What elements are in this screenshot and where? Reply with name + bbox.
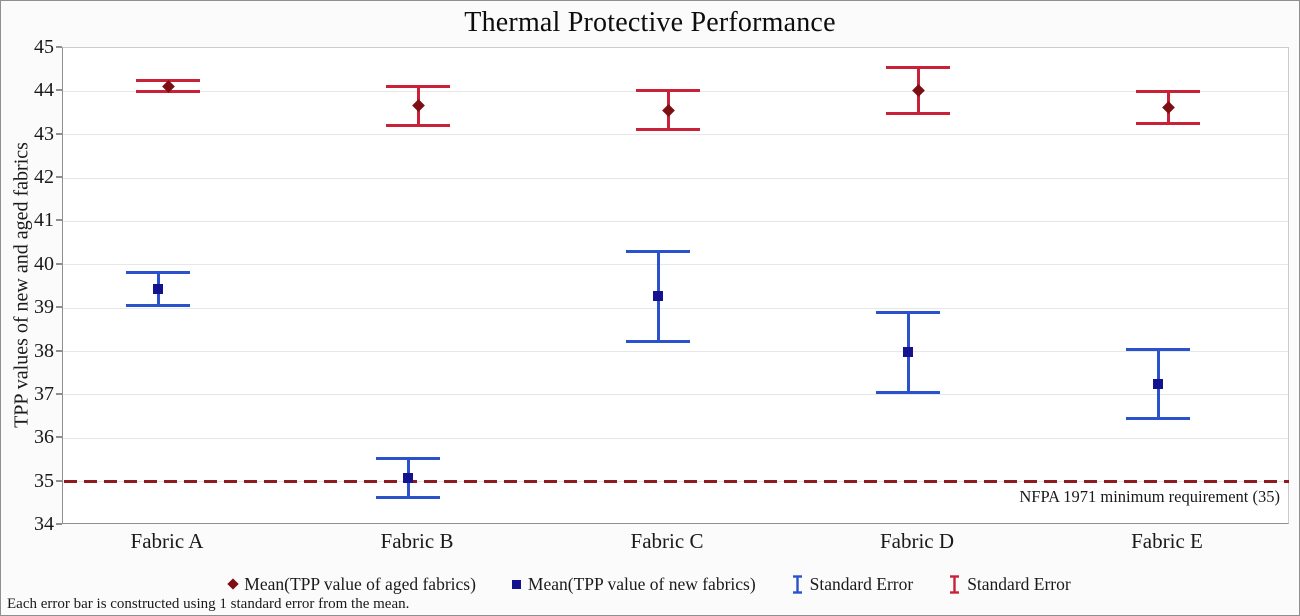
gridline [63,134,1288,136]
error-bar-cap-new [1126,348,1190,352]
chart-title: Thermal Protective Performance [464,7,836,38]
marker-square-new [653,291,663,302]
y-tick-label: 45 [34,36,54,58]
legend-item: Standard Error [949,574,1071,595]
legend-label: Standard Error [809,573,914,594]
y-axis-tick [56,176,62,179]
y-tick-label: 34 [34,513,54,535]
y-tick-label: 35 [34,469,54,492]
y-tick-label: 39 [34,296,54,319]
error-bar-cap-new [1126,416,1190,420]
error-bar-cap-aged [1136,121,1200,125]
y-tick-label: 42 [34,166,54,189]
legend-label: Standard Error [967,573,1071,594]
y-tick-label: 41 [34,209,54,232]
marker-diamond-aged [1161,101,1175,114]
error-bar-cap-new [626,339,690,343]
y-tick-label: 43 [34,122,54,145]
gridline [63,220,1288,222]
plot-area: NFPA 1971 minimum requirement (35) [62,47,1289,524]
legend-item: Mean(TPP value of new fabrics) [511,573,756,595]
marker-diamond-aged [911,83,925,97]
gridline [63,394,1288,396]
gridline [63,437,1288,439]
error-bar-cap-aged [386,84,450,88]
marker-square-new [153,283,163,294]
y-axis-tick [56,262,62,265]
legend-diamond-icon [227,578,239,590]
legend-square-icon [511,579,521,589]
legend-errorbar-icon [792,574,802,594]
error-bar-cap-aged [636,128,700,132]
y-axis-tick [56,436,62,439]
x-category-label: Fabric C [630,529,704,553]
reference-line [64,480,1289,484]
error-bar-cap-new [876,311,940,315]
error-bar-cap-aged [386,123,450,127]
gridline [63,351,1288,353]
y-axis-tick [56,219,62,222]
marker-diamond-aged [411,99,425,113]
legend: Mean(TPP value of aged fabrics) Mean(TPP … [1,571,1299,597]
x-category-label: Fabric E [1131,529,1203,553]
x-category-label: Fabric A [130,529,204,553]
error-bar-cap-new [126,270,190,274]
legend-errorbar-icon [950,574,960,594]
legend-item: Mean(TPP value of aged fabrics) [227,573,476,595]
marker-square-new [903,347,913,358]
error-bar-cap-aged [1136,90,1200,94]
x-category-label: Fabric B [380,529,454,553]
y-axis-tick [56,132,62,135]
legend-item: Standard Error [792,573,914,595]
gridline [63,264,1288,266]
error-bar-cap-aged [636,88,700,92]
error-bar-cap-new [876,390,940,394]
y-axis-tick [56,349,62,352]
marker-square-new [403,473,413,484]
legend-label: Mean(TPP value of new fabrics) [527,573,756,594]
y-tick-label: 38 [34,339,54,362]
y-axis-tick [56,479,62,482]
error-bar-cap-new [626,250,690,254]
error-bar-cap-new [376,496,440,500]
legend-label: Mean(TPP value of aged fabrics) [244,573,476,594]
error-bar-cap-new [126,303,190,307]
y-tick-label: 37 [34,382,54,405]
reference-line-label: NFPA 1971 minimum requirement (35) [1019,486,1280,506]
error-bar-cap-aged [886,65,950,69]
y-tick-label: 44 [34,79,54,102]
error-bar-cap-new [376,457,440,461]
y-axis-tick [56,392,62,395]
y-tick-label: 36 [34,426,54,449]
gridline [63,307,1288,309]
marker-diamond-aged [661,103,675,117]
y-axis-tick [56,89,62,92]
y-axis-tick [56,306,62,309]
y-axis-tick [56,523,62,525]
footnote: Each error bar is constructed using 1 st… [7,596,410,612]
y-tick-label: 40 [34,252,54,275]
error-bar-cap-aged [886,111,950,115]
x-category-label: Fabric D [879,529,955,553]
y-axis-tick [56,46,62,48]
marker-square-new [1153,379,1163,390]
gridline [63,177,1288,179]
